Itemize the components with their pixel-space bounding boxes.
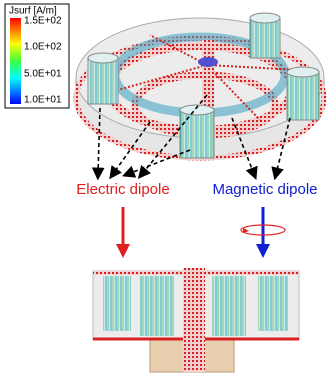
dipole-arrows bbox=[116, 207, 285, 258]
antenna-perspective bbox=[76, 13, 324, 158]
side-pole bbox=[183, 268, 205, 372]
magnetic-label: Magnetic dipole bbox=[212, 181, 317, 198]
page: {"legend": {"title": "Jsurf [A/m]", "tic… bbox=[0, 0, 330, 373]
electric-label: Electric dipole bbox=[76, 181, 169, 198]
legend-tick: 5.0E+01 bbox=[24, 69, 62, 80]
colorbar: Jsurf [A/m] 1.5E+02 1.0E+02 5.0E+01 1.0E… bbox=[5, 4, 69, 108]
figure: Jsurf [A/m] 1.5E+02 1.0E+02 5.0E+01 1.0E… bbox=[0, 0, 330, 373]
legend-tick: 1.0E+02 bbox=[24, 42, 62, 53]
antenna-side bbox=[93, 268, 299, 372]
color-scale bbox=[10, 18, 21, 104]
feed bbox=[198, 57, 218, 67]
legend-tick: 1.5E+02 bbox=[24, 16, 62, 27]
legend-tick: 1.0E+01 bbox=[24, 95, 62, 106]
